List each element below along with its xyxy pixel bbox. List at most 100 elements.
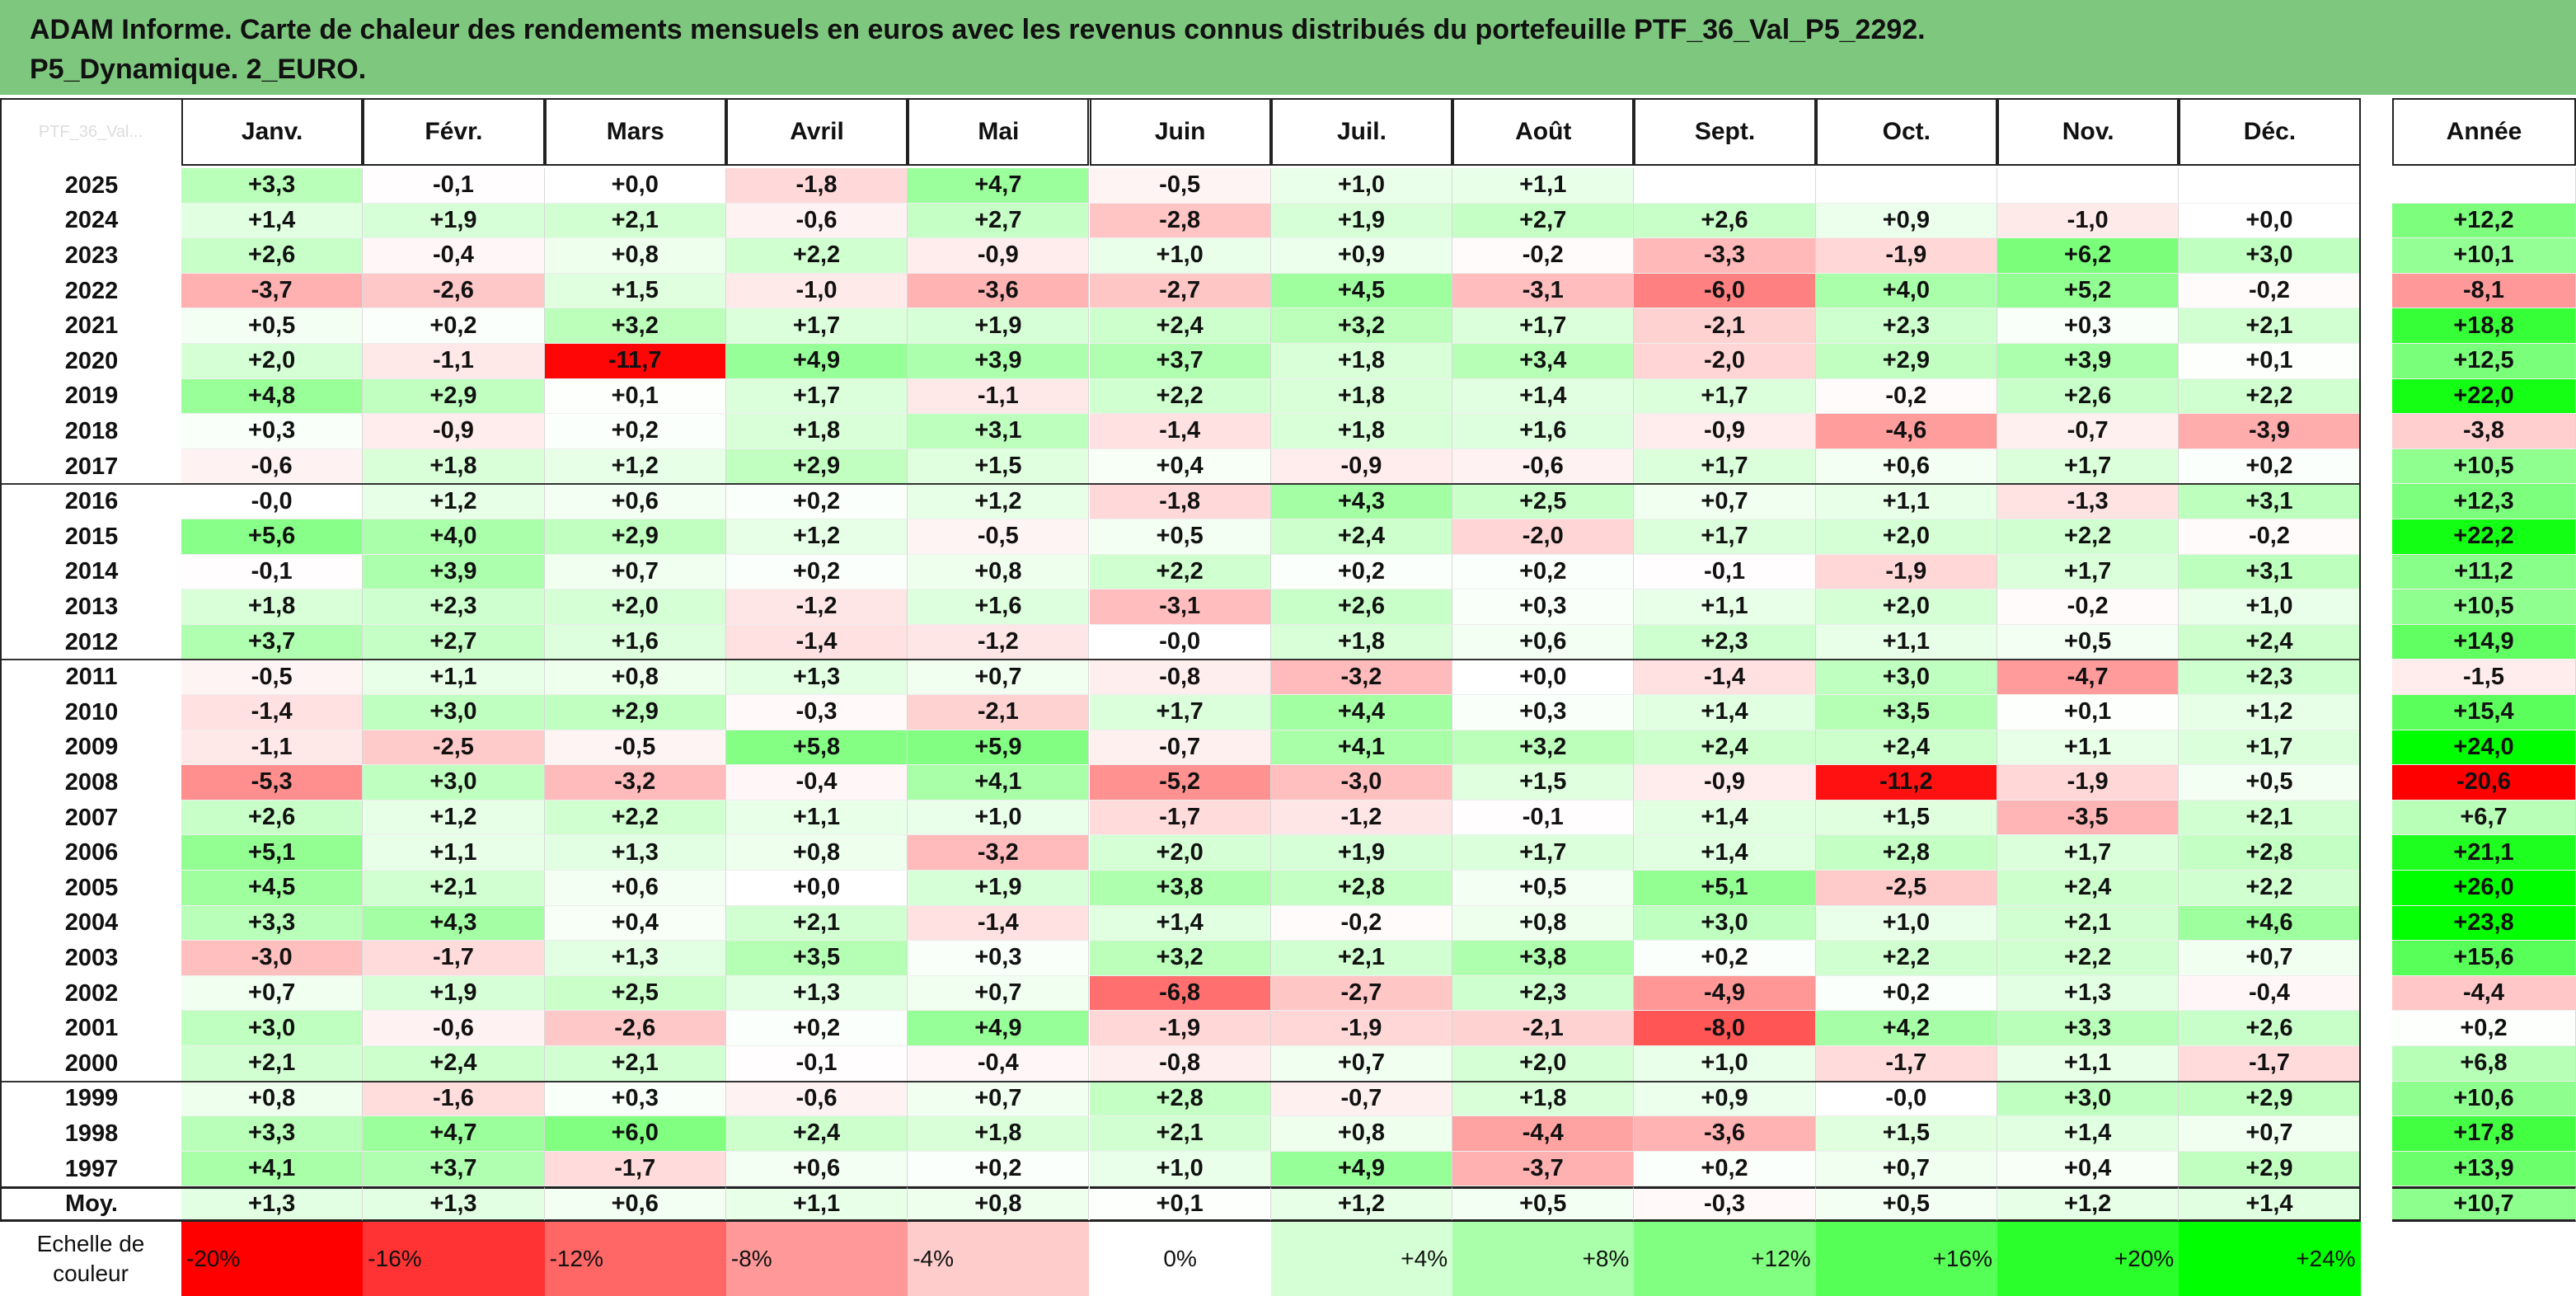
heatmap-cell: -0,1: [1452, 800, 1635, 836]
heatmap-cell: +1,3: [544, 941, 726, 976]
heatmap-cell: +0,7: [181, 975, 364, 1012]
heatmap-cell: +2,1: [2179, 800, 2361, 836]
heatmap-cell: +6,2: [1997, 238, 2180, 274]
heatmap-cell: -0,0: [1815, 1081, 1997, 1117]
heatmap-cell: +0,4: [1997, 1151, 2180, 1187]
heatmap-cell: -2,1: [1634, 308, 1816, 344]
year-total-cell: -3,8: [2392, 414, 2576, 449]
heatmap-cell: +1,0: [1634, 1046, 1816, 1082]
heatmap-cell: +0,2: [1815, 975, 1997, 1012]
heatmap-cell: +1,2: [725, 519, 908, 555]
year-total-cell: +6,8: [2392, 1046, 2576, 1082]
heatmap-cell: +0,6: [544, 871, 726, 906]
heatmap-cell: +1,8: [1270, 344, 1453, 379]
year-total-cell: +12,5: [2392, 344, 2576, 379]
average-cell: +1,3: [363, 1186, 545, 1222]
heatmap-cell: +2,6: [2179, 1011, 2361, 1046]
heatmap-cell: +0,7: [1270, 1046, 1453, 1082]
heatmap-cell: +0,3: [1452, 589, 1635, 625]
heatmap-cell: +4,3: [1270, 484, 1453, 519]
heatmap-cell: +0,7: [908, 660, 1090, 695]
heatmap-cell: +0,2: [2179, 448, 2361, 485]
heatmap-cell: -1,9: [1089, 1011, 1271, 1046]
heatmap-cell: -1,4: [725, 624, 908, 660]
heatmap-cell: -3,2: [544, 765, 726, 801]
corner-label: PTF_36_Val...: [38, 122, 143, 141]
row-label-year: 2022: [0, 273, 181, 309]
heatmap-cell: +2,0: [1089, 835, 1271, 871]
heatmap-cell: -0,5: [1089, 168, 1271, 204]
heatmap-cell: -0,2: [1997, 589, 2180, 625]
heatmap-cell: -0,0: [1089, 624, 1271, 660]
row-label-year: 2019: [0, 378, 181, 415]
heatmap-cell: +4,1: [1270, 730, 1453, 766]
color-scale-step: +4%: [1270, 1222, 1453, 1296]
heatmap-cell: +3,0: [2179, 238, 2361, 274]
heatmap-cell: -3,6: [1634, 1116, 1816, 1152]
average-cell: +0,5: [1815, 1186, 1997, 1222]
heatmap-cell: +1,7: [1452, 308, 1635, 344]
heatmap-cell: +1,1: [1815, 624, 1997, 660]
heatmap-cell: -1,9: [1997, 765, 2180, 801]
row-label-year: 2009: [0, 730, 181, 766]
heatmap-cell: -1,4: [1089, 414, 1271, 449]
heatmap-cell: +1,5: [544, 273, 726, 309]
heatmap-cell: +2,4: [363, 1046, 545, 1082]
year-total-cell: +22,0: [2392, 378, 2576, 415]
year-total-cell: -20,6: [2392, 765, 2576, 801]
heatmap-cell: +1,3: [1997, 975, 2180, 1012]
heatmap-cell: +2,9: [363, 378, 545, 415]
heatmap-cell: +2,3: [1815, 308, 1997, 344]
heatmap-cell: -3,0: [1270, 765, 1453, 801]
heatmap-cell: -6,0: [1634, 273, 1816, 309]
heatmap-cell: -2,6: [544, 1011, 726, 1046]
heatmap-cell: +1,6: [544, 624, 726, 660]
heatmap-cell: -3,7: [181, 273, 364, 309]
average-cell: +1,2: [1270, 1186, 1453, 1222]
heatmap-cell: +1,6: [908, 589, 1090, 625]
heatmap-cell: +5,8: [725, 730, 908, 766]
column-header-11: Nov.: [1997, 98, 2180, 166]
heatmap-cell: +1,1: [363, 660, 545, 695]
average-cell: +0,1: [1089, 1186, 1271, 1222]
heatmap-cell: -0,9: [1634, 414, 1816, 449]
heatmap-cell: +0,6: [1815, 448, 1997, 485]
heatmap-cell: +2,4: [1089, 308, 1271, 344]
column-header-year: Année: [2392, 98, 2576, 166]
heatmap-cell: -5,3: [181, 765, 364, 801]
heatmap-cell: +1,3: [725, 975, 908, 1012]
row-label-year: 2011: [0, 660, 181, 695]
heatmap-cell: +4,7: [363, 1116, 545, 1152]
heatmap-cell: -3,1: [1089, 589, 1271, 625]
heatmap-cell: +2,4: [2179, 624, 2361, 660]
column-header-5: Mai: [908, 98, 1090, 166]
heatmap-cell: -3,7: [1452, 1151, 1635, 1187]
row-label-year: 2003: [0, 941, 181, 976]
heatmap-cell: +2,2: [1089, 554, 1271, 590]
heatmap-cell: +3,9: [1997, 344, 2180, 379]
year-total-cell: +23,8: [2392, 905, 2576, 941]
heatmap-cell: +0,8: [908, 554, 1090, 590]
year-total-cell: +10,5: [2392, 448, 2576, 485]
heatmap-cell: +0,4: [544, 905, 726, 941]
heatmap-cell: +1,7: [1997, 554, 2180, 590]
row-label-year: 2000: [0, 1046, 181, 1082]
heatmap-cell: +2,6: [181, 238, 364, 274]
heatmap-cell: +1,8: [181, 589, 364, 625]
row-label-year: 2021: [0, 308, 181, 344]
heatmap-cell: -1,7: [363, 941, 545, 976]
heatmap-cell: +0,9: [1634, 1081, 1816, 1117]
year-total-cell: [2392, 168, 2576, 204]
heatmap-cell: +2,6: [1997, 378, 2180, 415]
average-cell: +1,1: [725, 1186, 908, 1222]
heatmap-cell: +4,2: [1815, 1011, 1997, 1046]
heatmap-cell: +3,0: [1815, 660, 1997, 695]
heatmap-cell: +5,1: [181, 835, 364, 871]
heatmap-cell: +1,0: [2179, 589, 2361, 625]
heatmap-cell: +0,5: [1089, 519, 1271, 555]
heatmap-cell: +2,3: [2179, 660, 2361, 695]
year-total-cell: +15,4: [2392, 695, 2576, 730]
row-label-year: 2012: [0, 624, 181, 660]
heatmap-cell: -0,5: [908, 519, 1090, 555]
heatmap-cell: +2,9: [2179, 1081, 2361, 1117]
